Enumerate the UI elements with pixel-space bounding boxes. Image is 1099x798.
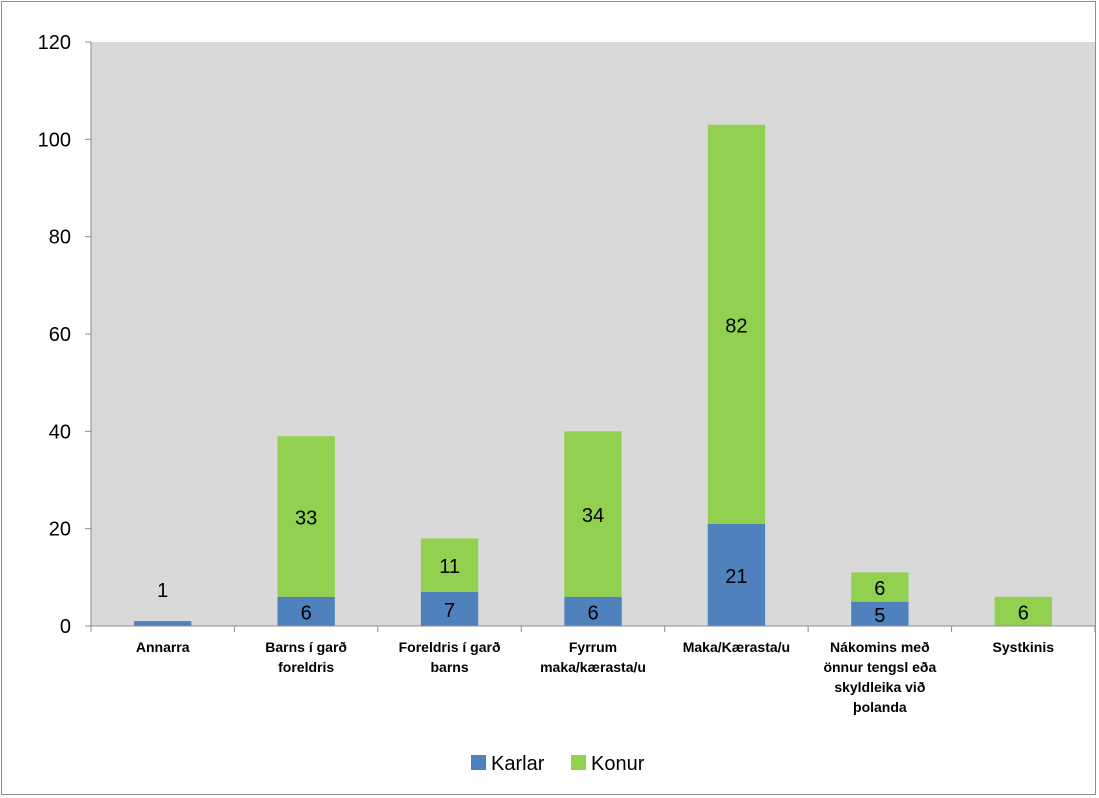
legend-label-karlar: Karlar [491,753,545,775]
y-tick-label: 120 [38,32,71,54]
axes-layer: 0 20 40 60 80 100 120 [38,32,1096,638]
data-label-karlar: 5 [874,605,885,627]
category-label: skyldleika við [834,679,925,695]
y-tick-label: 0 [60,616,71,638]
data-label-karlar: 6 [587,602,598,624]
bar-konur-3 [564,431,622,597]
bar-karlar-4 [707,523,766,626]
bar-karlar-2 [420,591,479,626]
bar-karlar-0 [134,621,192,626]
bar-karlar-3 [564,596,622,626]
data-label-konur: 82 [725,315,747,337]
category-label: barns [431,659,469,675]
bar-konur-1 [277,436,335,597]
bar-konur-6 [994,596,1052,626]
data-label-karlar: 7 [444,600,455,622]
legend-label-konur: Konur [591,753,645,775]
category-label: maka/kærasta/u [540,659,646,675]
category-label: Fyrrum [569,639,617,655]
category-label: Systkinis [993,639,1055,655]
bars-layer [134,124,1052,626]
y-tick-label: 40 [49,421,71,443]
legend: Karlar Konur [471,753,645,775]
data-label-konur: 33 [295,508,317,530]
category-label: Annarra [136,639,190,655]
data-label-konur: 6 [874,578,885,600]
data-label-konur: 34 [582,505,604,527]
category-label: Nákomins með [830,639,930,655]
category-label: önnur tengsl eða [823,659,936,675]
y-tick-label: 60 [49,324,71,346]
bar-karlar-5 [851,601,909,626]
category-label: þolanda [853,699,907,715]
category-label: Foreldris í garð [399,639,501,655]
bar-konur-4 [707,124,766,524]
data-label-karlar: 21 [725,566,747,588]
category-labels-layer: Annarra Barns í garð foreldris Foreldris í … [136,639,1054,715]
legend-swatch-karlar [471,755,486,770]
bar-konur-5 [851,572,909,602]
legend-swatch-konur [571,755,586,770]
bar-konur-2 [420,538,479,592]
category-label: Barns í garð [265,639,347,655]
y-tick-label: 20 [49,519,71,541]
data-label-karlar: 6 [301,602,312,624]
y-tick-label: 100 [38,129,71,151]
y-tick-label: 80 [49,227,71,249]
category-label: foreldris [278,659,334,675]
category-label: Maka/Kærasta/u [683,639,790,655]
data-label-konur: 11 [439,556,460,578]
data-label-konur: 6 [1018,602,1029,624]
data-label-karlar: 1 [157,580,168,602]
data-labels-layer: 1 6 33 7 11 6 34 21 82 5 6 6 [157,315,1029,627]
bar-karlar-1 [277,596,335,626]
